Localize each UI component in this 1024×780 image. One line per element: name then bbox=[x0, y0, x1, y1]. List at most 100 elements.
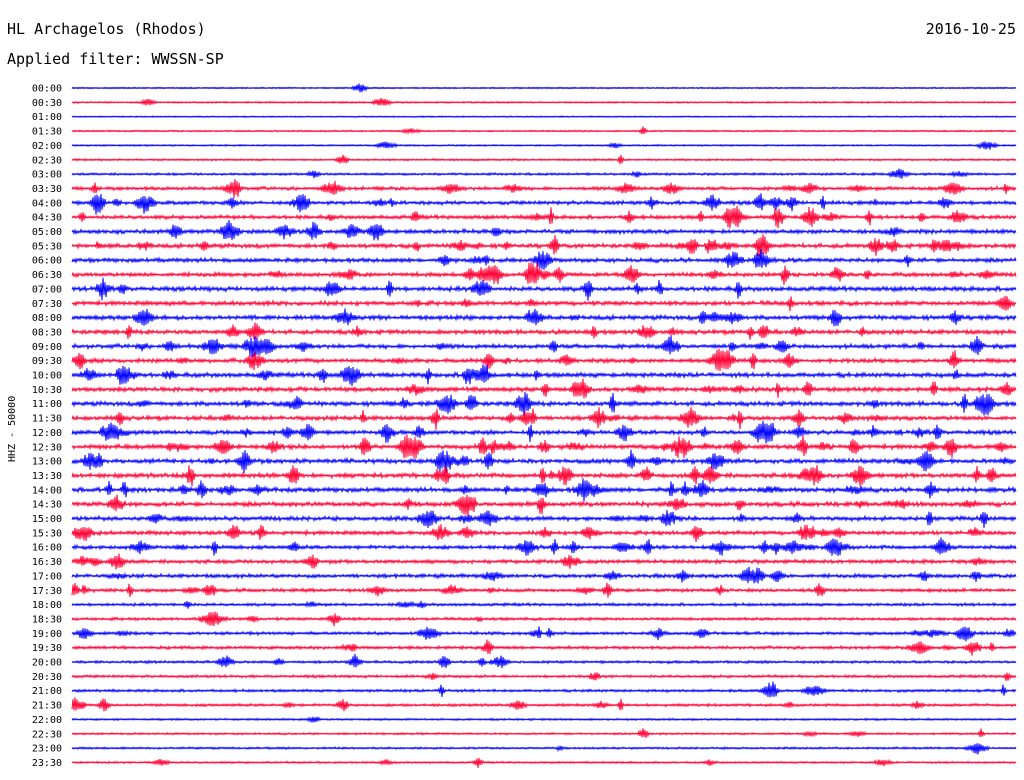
trace-line bbox=[71, 611, 1017, 627]
row-time-label: 07:00 bbox=[32, 284, 62, 295]
trace-line bbox=[71, 168, 1017, 179]
trace-line bbox=[71, 494, 1017, 517]
trace-line bbox=[71, 757, 1017, 768]
row-time-label: 19:00 bbox=[32, 629, 62, 640]
row-time-label: 09:00 bbox=[32, 342, 62, 353]
row-time-label: 11:30 bbox=[32, 414, 62, 425]
trace-line bbox=[71, 262, 1017, 285]
trace-line bbox=[71, 639, 1017, 656]
trace-line bbox=[71, 364, 1017, 387]
row-time-label: 22:00 bbox=[32, 715, 62, 726]
trace-line bbox=[71, 322, 1017, 340]
row-time-label: 15:00 bbox=[32, 514, 62, 525]
trace-line bbox=[71, 193, 1017, 215]
trace-line bbox=[71, 219, 1017, 241]
trace-line bbox=[71, 407, 1017, 430]
row-time-label: 02:30 bbox=[32, 155, 62, 166]
trace-line bbox=[71, 154, 1017, 165]
trace-line bbox=[71, 672, 1017, 681]
row-time-label: 20:00 bbox=[32, 658, 62, 669]
row-time-label: 09:30 bbox=[32, 356, 62, 367]
row-time-label: 17:00 bbox=[32, 571, 62, 582]
row-time-label: 12:30 bbox=[32, 442, 62, 453]
trace-line bbox=[71, 348, 1017, 372]
trace-line bbox=[71, 553, 1017, 570]
row-time-label: 14:30 bbox=[32, 500, 62, 511]
trace-line bbox=[71, 582, 1017, 598]
row-time-label: 06:00 bbox=[32, 256, 62, 267]
row-time-label: 08:30 bbox=[32, 327, 62, 338]
trace-line bbox=[71, 697, 1017, 712]
date-label: 2016-10-25 bbox=[925, 20, 1016, 38]
trace-line bbox=[71, 83, 1017, 93]
row-time-label: 18:00 bbox=[32, 600, 62, 611]
row-time-label: 01:30 bbox=[32, 127, 62, 138]
row-time-label: 00:00 bbox=[32, 84, 62, 95]
row-time-label: 23:30 bbox=[32, 758, 62, 769]
row-time-label: 08:00 bbox=[32, 313, 62, 324]
trace-line bbox=[71, 743, 1017, 755]
trace-line bbox=[71, 277, 1017, 301]
trace-line bbox=[71, 537, 1017, 557]
row-time-label: 00:30 bbox=[32, 98, 62, 109]
trace-line bbox=[71, 420, 1017, 444]
trace-line bbox=[71, 97, 1017, 106]
trace-line bbox=[71, 509, 1017, 529]
row-time-label: 19:30 bbox=[32, 643, 62, 654]
row-time-label: 21:30 bbox=[32, 701, 62, 712]
trace-line bbox=[71, 126, 1017, 135]
trace-line bbox=[71, 681, 1017, 698]
row-time-label: 04:00 bbox=[32, 198, 62, 209]
row-time-label: 21:00 bbox=[32, 686, 62, 697]
row-time-label: 03:00 bbox=[32, 170, 62, 181]
trace-line bbox=[71, 464, 1017, 487]
row-time-label: 13:00 bbox=[32, 457, 62, 468]
trace-line bbox=[71, 716, 1017, 724]
trace-line bbox=[71, 205, 1017, 229]
row-time-label: 12:00 bbox=[32, 428, 62, 439]
row-time-label: 23:00 bbox=[32, 744, 62, 755]
row-time-label: 10:30 bbox=[32, 385, 62, 396]
row-time-label: 02:00 bbox=[32, 141, 62, 152]
row-time-label: 01:00 bbox=[32, 112, 62, 123]
trace-line bbox=[71, 308, 1017, 327]
row-time-label: 16:30 bbox=[32, 557, 62, 568]
row-time-label: 06:30 bbox=[32, 270, 62, 281]
row-time-label: 10:00 bbox=[32, 371, 62, 382]
row-time-label: 14:00 bbox=[32, 485, 62, 496]
trace-line bbox=[71, 626, 1017, 642]
row-time-label: 05:00 bbox=[32, 227, 62, 238]
trace-line bbox=[71, 234, 1017, 258]
trace-line bbox=[71, 115, 1017, 119]
station-title: HL Archagelos (Rhodos) bbox=[7, 20, 206, 38]
trace-line bbox=[71, 295, 1017, 312]
trace-line bbox=[71, 478, 1017, 502]
row-time-label: 17:30 bbox=[32, 586, 62, 597]
row-time-label: 20:30 bbox=[32, 672, 62, 683]
trace-line bbox=[71, 653, 1017, 669]
trace-line bbox=[71, 391, 1017, 416]
filter-label: Applied filter: WWSSN-SP bbox=[7, 50, 224, 68]
row-time-label: 13:30 bbox=[32, 471, 62, 482]
trace-line bbox=[71, 335, 1017, 358]
trace-line bbox=[71, 728, 1017, 738]
row-time-label: 22:30 bbox=[32, 729, 62, 740]
row-time-label: 15:30 bbox=[32, 528, 62, 539]
row-time-label: 11:00 bbox=[32, 399, 62, 410]
trace-line bbox=[71, 566, 1017, 584]
trace-line bbox=[71, 179, 1017, 199]
trace-line bbox=[71, 524, 1017, 543]
row-time-label: 07:30 bbox=[32, 299, 62, 310]
trace-line bbox=[71, 141, 1017, 150]
trace-line bbox=[71, 449, 1017, 474]
row-time-label: 04:30 bbox=[32, 213, 62, 224]
trace-line bbox=[71, 600, 1017, 609]
row-time-label: 18:30 bbox=[32, 614, 62, 625]
trace-line bbox=[71, 248, 1017, 270]
row-time-label: 16:00 bbox=[32, 543, 62, 554]
row-time-label: 05:30 bbox=[32, 241, 62, 252]
row-time-label: 03:30 bbox=[32, 184, 62, 195]
trace-line bbox=[71, 434, 1017, 459]
trace-line bbox=[71, 378, 1017, 399]
